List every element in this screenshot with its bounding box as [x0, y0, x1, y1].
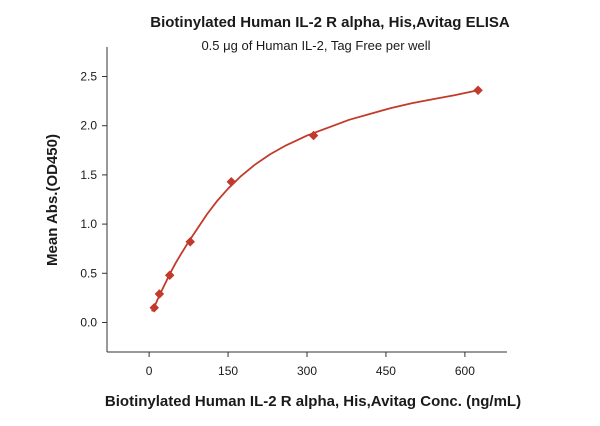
chart-subtitle: 0.5 μg of Human IL-2, Tag Free per well	[201, 38, 430, 53]
data-point	[164, 270, 175, 281]
y-axis-label: Mean Abs.(OD450)	[44, 134, 61, 266]
x-axis-label: Biotinylated Human IL-2 R alpha, His,Avi…	[105, 393, 521, 410]
y-tick-label: 1.5	[80, 168, 97, 182]
x-tick-label: 150	[218, 364, 238, 378]
y-tick-label: 2.5	[80, 70, 97, 84]
x-tick-label: 450	[376, 364, 396, 378]
data-point	[154, 289, 165, 299]
data-point	[308, 130, 319, 141]
y-tick-label: 0.5	[80, 266, 97, 280]
y-ticks: 0.0 0.5 1.0 1.5 2.0 2.5	[80, 70, 107, 329]
data-points-layer	[149, 85, 483, 313]
y-tick-label: 2.0	[80, 119, 97, 133]
data-point	[149, 302, 160, 313]
data-point	[473, 85, 483, 96]
axes	[106, 47, 507, 353]
fit-curve	[151, 89, 479, 312]
y-tick-label: 0.0	[80, 315, 97, 329]
fit-curve-layer	[151, 89, 479, 312]
data-point	[226, 176, 237, 187]
x-tick-label: 300	[297, 364, 317, 378]
x-ticks: 0 150 300 450 600	[146, 352, 475, 378]
y-tick-label: 1.0	[80, 217, 97, 231]
x-tick-label: 0	[146, 364, 153, 378]
x-tick-label: 600	[455, 364, 475, 378]
data-point	[185, 236, 196, 247]
chart-title: Biotinylated Human IL-2 R alpha, His,Avi…	[150, 14, 510, 31]
